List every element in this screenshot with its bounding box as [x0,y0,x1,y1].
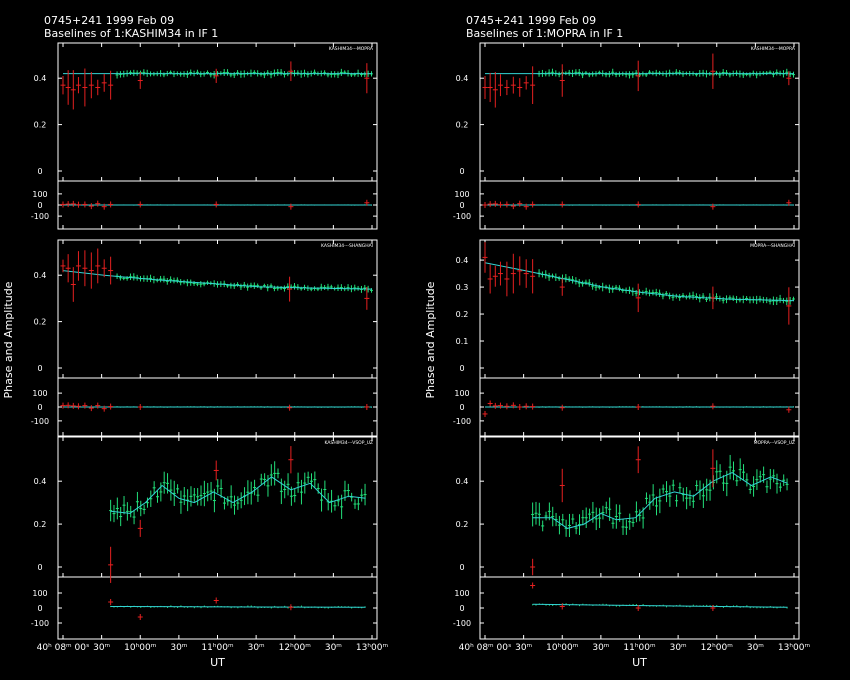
amp-tick-label: 0.2 [456,121,469,130]
amp-tick-label: 0 [459,563,464,572]
amp-tick-label: 0.4 [34,477,47,486]
phase-tick-label: -100 [31,417,49,426]
ut-tick-label: 30ᵐ [515,643,532,653]
amplitude-frame [57,239,378,379]
amp-tick-label: 0 [459,167,464,176]
phase-tick-label: 100 [454,190,469,199]
phase-tick-label: 100 [32,589,47,598]
phase-tick-label: -100 [453,212,471,221]
baseline-1: KASHIM34---MOPRA 0.4 0.2 0 100 0 -100 [31,42,378,230]
phase-tick-label: 0 [37,201,42,210]
ut-tick-label: 40ʰ 08ᵐ 00ˢ [459,643,512,653]
phase-tick-label: 0 [37,604,42,613]
chart-title-line1: 0745+241 1999 Feb 09 [44,14,174,27]
x-axis-label: UT [210,656,225,669]
amplitude-frame [57,42,378,182]
phase-tick-label: 0 [459,604,464,613]
baseline-label: KASHIM34---SHANGHAI [321,243,373,249]
baseline-label: MOPRA---SHANGHAI [750,243,795,249]
model-amplitude-line [532,472,788,529]
x-axis-label: UT [632,656,647,669]
baseline-2: KASHIM34---SHANGHAI 0.4 0.2 0 100 0 -100 [31,239,378,437]
amp-tick-label: 0.4 [456,477,469,486]
ut-tick-label: 10ʰ00ᵐ [546,643,579,653]
phase-tick-label: 100 [454,389,469,398]
baseline-label: KASHIM34---MOPRA [751,46,796,52]
baseline-label: KASHIM34---VSOP_UZ [325,440,373,446]
ut-tick-label: 13ʰ00ᵐ [356,643,389,653]
baseline-label: KASHIM34---MOPRA [329,46,374,52]
baseline-1: KASHIM34---MOPRA 0.4 0.2 0 100 0 -100 [453,42,800,230]
ut-tick-label: 30ᵐ [670,643,687,653]
phase-tick-label: -100 [453,417,471,426]
phase-tick-label: 100 [32,389,47,398]
ut-tick-label: 30ᵐ [170,643,187,653]
amp-tick-label: 0.2 [456,310,469,319]
ut-tick-label: 30ᵐ [747,643,764,653]
baseline-label: MOPRA---VSOP_UZ [754,440,795,446]
ut-tick-label: 40ʰ 08ᵐ 00ˢ [37,643,90,653]
amplitude-frame [479,239,800,379]
amp-tick-label: 0.2 [34,520,47,529]
model-amplitude-line [110,476,366,514]
phase-tick-label: 0 [459,403,464,412]
chart-title-line2: Baselines of 1:MOPRA in IF 1 [466,27,623,40]
amp-tick-label: 0 [37,167,42,176]
ut-tick-label: 30ᵐ [93,643,110,653]
amp-tick-label: 0.4 [34,271,47,280]
amp-tick-label: 0.4 [456,256,469,265]
phase-frame [57,576,378,640]
phase-tick-label: -100 [31,212,49,221]
amp-tick-label: 0 [37,563,42,572]
phase-tick-label: 0 [459,201,464,210]
amp-tick-label: 0.4 [34,74,47,83]
amp-tick-label: 0.4 [456,74,469,83]
amplitude-frame [479,436,800,578]
phase-tick-label: 100 [454,589,469,598]
y-axis-label: Phase and Amplitude [2,281,15,398]
amp-tick-label: 0 [37,364,42,373]
y-axis-label: Phase and Amplitude [424,281,437,398]
amplitude-frame [57,436,378,578]
ut-tick-label: 12ʰ00ᵐ [279,643,312,653]
ut-tick-label: 12ʰ00ᵐ [701,643,734,653]
baseline-3: MOPRA---VSOP_UZ 0.4 0.2 0 100 0 -100 [453,436,800,640]
ut-tick-label: 30ᵐ [592,643,609,653]
ut-tick-label: 11ʰ00ᵐ [623,643,656,653]
chart-title-line1: 0745+241 1999 Feb 09 [466,14,596,27]
ut-tick-label: 11ʰ00ᵐ [201,643,234,653]
amp-tick-label: 0.2 [34,318,47,327]
model-phase-line [110,606,366,608]
model-phase-line [532,603,788,608]
amp-tick-label: 0.2 [456,520,469,529]
amp-tick-label: 0.2 [34,121,47,130]
baseline-3: KASHIM34---VSOP_UZ 0.4 0.2 0 100 0 -100 [31,436,378,640]
amp-tick-label: 0 [459,364,464,373]
phase-tick-label: 0 [37,403,42,412]
amp-tick-label: 0.1 [456,337,469,346]
ut-tick-label: 10ʰ00ᵐ [124,643,157,653]
ut-tick-label: 30ᵐ [248,643,265,653]
chart-title-line2: Baselines of 1:KASHIM34 in IF 1 [44,27,218,40]
amp-tick-label: 0.3 [456,283,469,292]
ut-tick-label: 13ʰ00ᵐ [778,643,811,653]
baseline-2: MOPRA---SHANGHAI 0.4 0.3 0.2 0.1 0 100 0 -100 [453,239,800,437]
phase-tick-label: 100 [32,190,47,199]
amplitude-frame [479,42,800,182]
ut-tick-label: 30ᵐ [325,643,342,653]
phase-tick-label: -100 [453,619,471,628]
phase-tick-label: -100 [31,619,49,628]
